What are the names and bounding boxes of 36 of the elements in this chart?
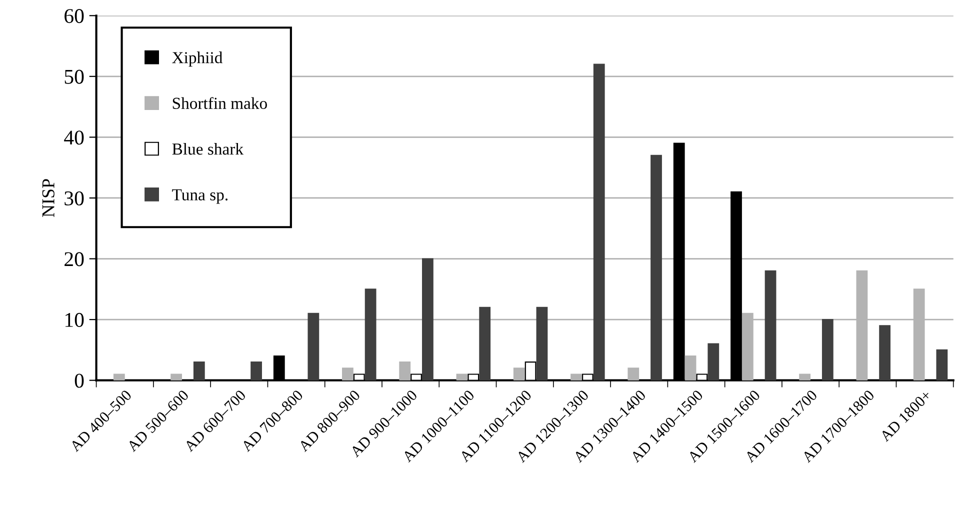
bar [708,343,720,380]
legend-label: Blue shark [172,142,244,155]
y-tick-label: 50 [64,70,84,84]
y-tick-label: 40 [64,130,84,145]
legend-label: Tuna sp. [172,189,228,204]
bar [364,288,376,380]
bar [113,374,125,380]
legend-label: Xiphiid [172,52,222,67]
bar [799,374,811,380]
bar [193,362,205,380]
bar [399,362,411,380]
bar [570,374,582,380]
bar [764,270,776,380]
bar [479,306,491,380]
y-tick-label: 10 [65,312,84,327]
bar [879,325,890,380]
bar [593,64,605,380]
y-axis-title: NISP [42,179,54,218]
bar [456,374,468,380]
bar [422,258,434,380]
y-tick-label: 20 [64,252,84,266]
y-tick-label: 60 [64,9,84,24]
bar [628,368,640,380]
y-tick-label: 0 [74,374,84,388]
bar [513,368,525,380]
bar [536,306,548,380]
y-tick-label: 30 [64,191,84,206]
bar [308,312,320,380]
bar [684,355,696,380]
bar [936,349,948,380]
bar [342,368,354,380]
bar [170,374,182,380]
bar [650,154,662,380]
legend-label: Shortfin mako [172,97,267,109]
bar [822,318,834,380]
bar [250,362,262,380]
